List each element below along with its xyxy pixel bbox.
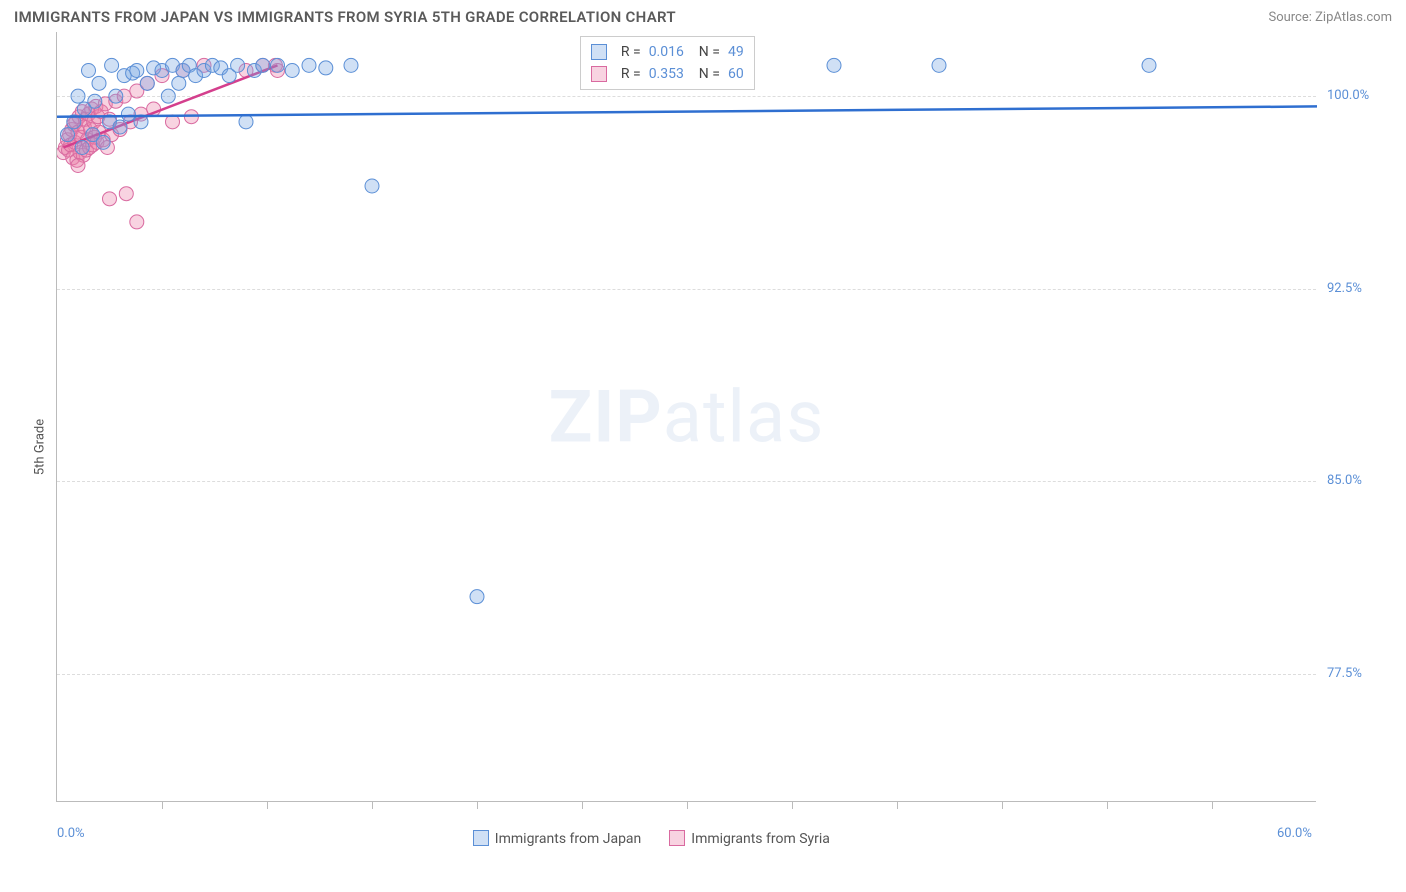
x-tick (267, 801, 268, 809)
x-tick (792, 801, 793, 809)
japan-point (231, 58, 245, 72)
chart-title: IMMIGRANTS FROM JAPAN VS IMMIGRANTS FROM… (14, 8, 676, 26)
japan-point (130, 64, 144, 78)
japan-point (256, 58, 270, 72)
legend-swatch (669, 830, 685, 846)
x-max-label: 60.0% (1277, 826, 1312, 841)
x-tick (897, 801, 898, 809)
legend-n-label: N = (692, 63, 720, 85)
correlation-legend-row: R = 0.016 N = 49 (591, 41, 744, 63)
japan-point (344, 58, 358, 72)
series-legend-label: Immigrants from Syria (691, 831, 830, 847)
legend-r-value: 0.016 (649, 41, 684, 63)
japan-regression-line (57, 106, 1317, 116)
legend-swatch (591, 66, 607, 82)
japan-point (827, 58, 841, 72)
y-tick-label: 85.0% (1327, 473, 1362, 488)
series-legend-item: Immigrants from Syria (669, 830, 830, 847)
japan-point (319, 61, 333, 75)
legend-n-value: 60 (728, 63, 744, 85)
japan-point (113, 120, 127, 134)
x-tick (162, 801, 163, 809)
syria-point (130, 215, 144, 229)
japan-point (365, 179, 379, 193)
japan-point (82, 64, 96, 78)
scatter-plot: ZIPatlas 100.0%92.5%85.0%77.5%0.0%60.0%R… (56, 32, 1316, 802)
japan-point (109, 89, 123, 103)
japan-point (470, 590, 484, 604)
title-bar: IMMIGRANTS FROM JAPAN VS IMMIGRANTS FROM… (0, 0, 1406, 32)
correlation-legend: R = 0.016 N = 49R = 0.353 N = 60 (580, 36, 755, 90)
source-attribution: Source: ZipAtlas.com (1268, 10, 1392, 25)
x-tick (372, 801, 373, 809)
y-tick-label: 100.0% (1327, 88, 1369, 103)
series-legend-item: Immigrants from Japan (473, 830, 641, 847)
x-min-label: 0.0% (57, 826, 85, 841)
japan-point (140, 76, 154, 90)
japan-point (239, 115, 253, 129)
x-tick (687, 801, 688, 809)
x-tick (1002, 801, 1003, 809)
plot-svg (57, 32, 1317, 802)
x-tick (1212, 801, 1213, 809)
syria-point (103, 192, 117, 206)
y-axis-label: 5th Grade (33, 419, 48, 475)
japan-point (105, 58, 119, 72)
syria-point (119, 187, 133, 201)
japan-point (88, 94, 102, 108)
legend-swatch (473, 830, 489, 846)
japan-point (271, 58, 285, 72)
japan-point (172, 76, 186, 90)
japan-point (61, 128, 75, 142)
series-legend-label: Immigrants from Japan (495, 831, 641, 847)
series-legend: Immigrants from Japan Immigrants from Syr… (473, 830, 830, 847)
x-tick (1107, 801, 1108, 809)
japan-point (285, 64, 299, 78)
legend-n-value: 49 (728, 41, 744, 63)
x-tick (582, 801, 583, 809)
japan-point (302, 58, 316, 72)
legend-n-label: N = (692, 41, 720, 63)
chart-area: 5th Grade ZIPatlas 100.0%92.5%85.0%77.5%… (14, 32, 1392, 862)
legend-r-label: R = (621, 41, 641, 63)
syria-point (71, 158, 85, 172)
x-tick (477, 801, 478, 809)
legend-swatch (591, 44, 607, 60)
japan-point (92, 76, 106, 90)
japan-point (71, 89, 85, 103)
legend-r-label: R = (621, 63, 641, 85)
japan-point (75, 141, 89, 155)
japan-point (1142, 58, 1156, 72)
japan-point (161, 89, 175, 103)
japan-point (121, 107, 135, 121)
legend-r-value: 0.353 (649, 63, 684, 85)
correlation-legend-row: R = 0.353 N = 60 (591, 63, 744, 85)
japan-point (932, 58, 946, 72)
y-tick-label: 92.5% (1327, 281, 1362, 296)
y-tick-label: 77.5% (1327, 666, 1362, 681)
japan-point (96, 135, 110, 149)
